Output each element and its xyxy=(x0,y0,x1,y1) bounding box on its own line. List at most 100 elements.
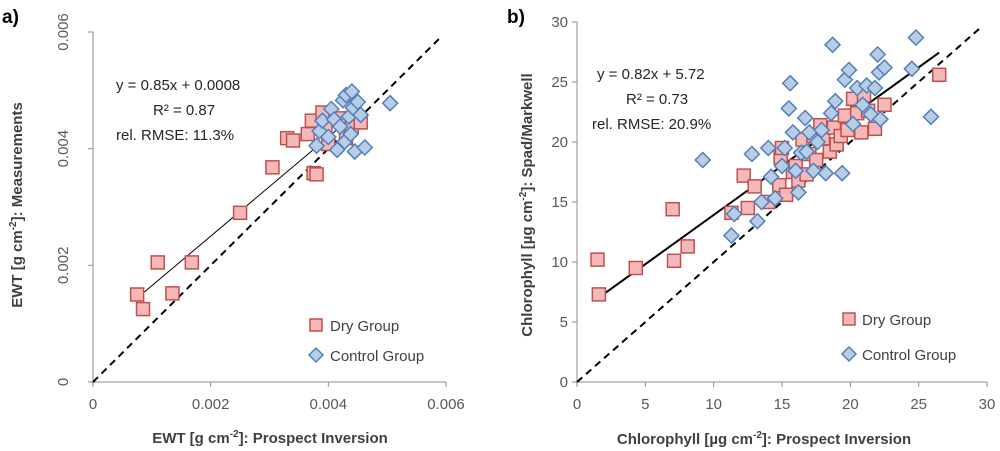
panel-b-x-title-part2: ]: Prospect Inversion xyxy=(762,431,911,448)
panel-b-legend: Dry Group Control Group xyxy=(840,312,956,364)
panel-a-control-point xyxy=(308,137,326,155)
panel-a-x-tick-label: 0.004 xyxy=(310,396,348,413)
panel-b-control-point xyxy=(759,139,777,157)
panel-b-axes xyxy=(572,21,988,387)
panel-b-control-point xyxy=(871,110,889,128)
panel-a: a) 0 0.002 0.004 0.006 0 0.002 0.004 0.006 y = … xyxy=(2,7,465,447)
panel-b-control-point xyxy=(748,212,766,230)
panel-a-dry-point xyxy=(309,167,324,182)
panel-b-control-point xyxy=(743,145,761,163)
panel-b-points xyxy=(590,29,947,302)
panel-b-tick-labels: 0 5 10 15 20 25 30 0 5 10 15 20 25 30 xyxy=(551,14,995,413)
panel-b-control-point xyxy=(773,157,791,175)
panel-b-control-point xyxy=(694,151,712,169)
panel-a-legend-dry-marker xyxy=(309,318,323,332)
panel-a-y-tick-label: 0 xyxy=(55,378,72,386)
panel-a-dry-point xyxy=(129,287,145,302)
panel-b-control-point xyxy=(866,79,884,97)
panel-a-legend: Dry Group Control Group xyxy=(307,318,424,365)
panel-b-control-point xyxy=(813,121,831,139)
panel-b-legend-dry-marker xyxy=(842,312,856,326)
panel-b-y-tick-label: 30 xyxy=(551,14,568,31)
panel-a-x-tick-label: 0.002 xyxy=(192,396,230,413)
panel-b-y-axis-title: Chlorophyll [µg cm-2]: Spad/Markwell xyxy=(518,73,536,336)
panel-b-control-point xyxy=(833,164,851,182)
panel-a-dry-point xyxy=(165,286,180,301)
panel-b-dry-point xyxy=(665,201,680,217)
panel-a-letter: a) xyxy=(2,7,19,28)
panel-a-y-title-part1: EWT [g cm xyxy=(9,230,26,308)
panel-b-y-tick-label: 25 xyxy=(551,74,568,91)
panel-b-y-tick-label: 10 xyxy=(551,254,568,271)
panel-a-control-point xyxy=(342,125,360,143)
panel-b-y-title-part2: ]: Spad/Markwell xyxy=(519,73,536,191)
panel-b-control-point xyxy=(854,96,872,114)
panel-b-dry-point xyxy=(747,179,762,194)
panel-a-dry-point xyxy=(300,126,315,142)
panel-a-legend-control-marker xyxy=(307,346,325,364)
panel-a-control-point xyxy=(356,138,374,157)
panel-b-control-point xyxy=(766,189,784,207)
panel-a-control-point xyxy=(343,82,361,101)
panel-b-y-tick-label: 5 xyxy=(560,314,568,331)
panel-a-control-point xyxy=(319,128,337,146)
panel-b-dry-point xyxy=(867,121,883,137)
panel-b-x-tick-label: 15 xyxy=(774,396,791,413)
panel-b-r-squared: R² = 0.73 xyxy=(626,91,688,108)
panel-a-dry-point xyxy=(285,133,301,148)
panel-a-x-title-part2: ]: Prospect Inversion xyxy=(239,430,388,447)
panel-b-control-point xyxy=(780,99,798,117)
panel-b-x-title-sup: -2 xyxy=(753,430,762,441)
panel-a-x-tick-label: 0 xyxy=(89,396,97,413)
panel-b-x-tick-label: 20 xyxy=(842,396,859,413)
panel-a-axes xyxy=(88,31,447,387)
panel-a-r-squared: R² = 0.87 xyxy=(153,102,215,119)
panel-a-dry-point xyxy=(150,255,165,270)
panel-b-control-point xyxy=(826,92,844,110)
panel-b-x-tick-label: 10 xyxy=(705,396,722,413)
panel-a-fit-equation: y = 0.85x + 0.0008 xyxy=(116,77,240,94)
panel-b-x-tick-label: 0 xyxy=(573,396,581,413)
panel-b-control-point xyxy=(781,74,799,92)
panel-a-x-axis-title: EWT [g cm-2]: Prospect Inversion xyxy=(152,429,388,447)
panel-a-y-title-sup: -2 xyxy=(8,221,19,230)
panel-a-dry-point xyxy=(232,205,248,221)
panel-b-control-point xyxy=(787,162,805,180)
panel-a-rel-rmse: rel. RMSE: 11.3% xyxy=(116,127,234,144)
panel-b-y-tick-label: 15 xyxy=(551,194,568,211)
panel-a-dry-point xyxy=(184,255,200,270)
panel-b-control-point xyxy=(869,45,887,63)
panel-a-legend-dry-label: Dry Group xyxy=(330,318,399,335)
panel-b-x-title-part1: Chlorophyll [µg cm xyxy=(617,431,753,448)
panel-b-control-point xyxy=(798,143,816,161)
panel-a-control-point xyxy=(352,106,370,124)
panel-b-rel-rmse: rel. RMSE: 20.9% xyxy=(592,116,711,133)
panel-a-y-tick-label: 0.004 xyxy=(55,130,72,168)
panel-b-dry-point xyxy=(740,200,756,216)
panel-a-x-tick-label: 0.006 xyxy=(427,396,465,413)
panel-b-y-title-part1: Chlorophyll [µg cm xyxy=(519,201,536,337)
panel-b-control-point xyxy=(817,164,835,182)
panel-b-x-axis-title: Chlorophyll [µg cm-2]: Prospect Inversio… xyxy=(617,430,911,448)
panel-b-control-point xyxy=(808,133,827,151)
panel-b-one-to-one-line xyxy=(576,26,982,383)
panel-a-legend-control-label: Control Group xyxy=(330,348,424,365)
panel-a-y-tick-label: 0.002 xyxy=(55,247,72,285)
panel-b-dry-point xyxy=(877,97,892,113)
panel-b-fit-equation: y = 0.82x + 5.72 xyxy=(597,66,705,83)
panel-b-y-tick-label: 0 xyxy=(560,374,568,391)
panel-b: b) 0 5 10 15 20 25 30 0 5 10 15 20 25 30 y = 0.82x + … xyxy=(507,7,995,448)
panel-b-control-point xyxy=(804,162,822,180)
panel-b-control-point xyxy=(722,227,740,245)
panel-b-dry-point xyxy=(590,252,605,267)
panel-b-x-tick-label: 30 xyxy=(979,396,996,413)
panel-b-control-point xyxy=(824,36,842,54)
panel-a-control-point xyxy=(331,117,349,136)
panel-b-control-point xyxy=(840,61,858,79)
panel-a-y-tick-label: 0.006 xyxy=(55,13,72,51)
panel-a-control-point xyxy=(381,94,399,112)
panel-b-dry-point xyxy=(591,287,607,302)
panel-b-control-point xyxy=(784,123,802,141)
